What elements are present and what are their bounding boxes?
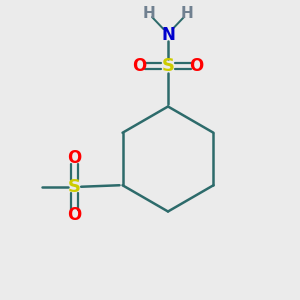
Text: S: S <box>68 178 81 196</box>
Text: S: S <box>161 57 175 75</box>
Text: H: H <box>142 6 155 21</box>
Text: O: O <box>132 57 147 75</box>
Text: N: N <box>161 26 175 44</box>
Text: O: O <box>68 206 82 224</box>
Text: H: H <box>181 6 194 21</box>
Text: O: O <box>68 149 82 167</box>
Text: O: O <box>189 57 204 75</box>
